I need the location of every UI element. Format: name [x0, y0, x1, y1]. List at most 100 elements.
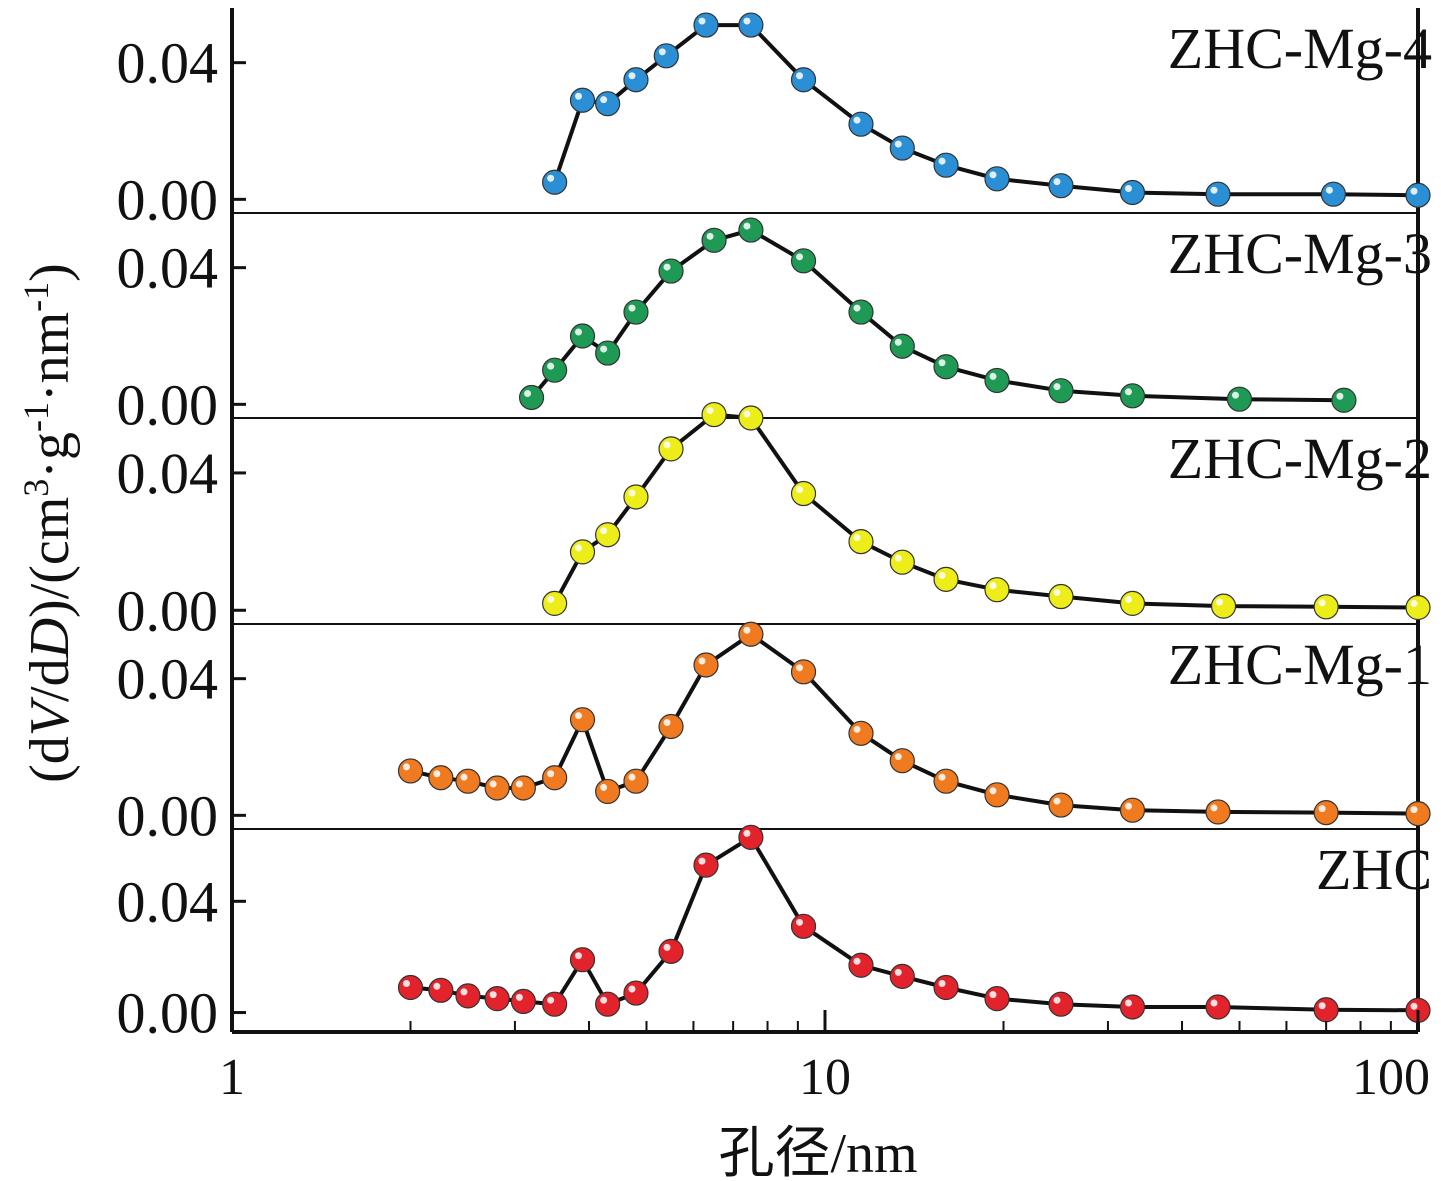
- data-point: [933, 152, 959, 178]
- data-point-highlight: [575, 544, 583, 552]
- data-point: [848, 299, 874, 325]
- data-point-highlight: [989, 787, 997, 795]
- data-point: [623, 299, 649, 325]
- data-point-highlight: [698, 857, 706, 865]
- data-point: [484, 775, 510, 801]
- data-point-highlight: [698, 657, 706, 665]
- data-point: [738, 621, 764, 647]
- data-point-highlight: [489, 780, 497, 788]
- data-point-highlight: [663, 719, 671, 726]
- data-point-highlight: [628, 985, 636, 993]
- x-axis-title: 孔径/nm: [718, 1123, 917, 1181]
- data-point: [658, 258, 684, 284]
- data-point: [542, 765, 568, 791]
- data-point-highlight: [600, 996, 608, 1004]
- data-point-highlight: [796, 918, 804, 926]
- data-point: [658, 938, 684, 964]
- data-point: [1226, 386, 1253, 412]
- data-point: [738, 217, 764, 243]
- data-point-highlight: [1124, 595, 1132, 603]
- data-point-highlight: [547, 595, 555, 603]
- panel-zhc-mg-2: 0.00 0.04 ZHC-Mg-2: [117, 401, 1432, 643]
- data-point: [658, 713, 684, 740]
- data-point: [595, 778, 621, 805]
- data-point: [1405, 801, 1431, 827]
- data-point: [1210, 593, 1237, 619]
- data-point: [1119, 994, 1146, 1020]
- data-point-highlight: [989, 372, 997, 380]
- data-point: [848, 720, 874, 746]
- x-axis: 1 10 100: [219, 1010, 1430, 1106]
- data-point-highlight: [547, 362, 555, 370]
- y-axis-title-part: 3: [16, 479, 56, 497]
- data-point-highlight: [628, 773, 636, 781]
- y-tick-label: 0.00: [117, 783, 219, 848]
- data-point-highlight: [1325, 186, 1333, 194]
- data-point-highlight: [1318, 805, 1326, 813]
- data-point: [790, 248, 817, 274]
- y-tick-label: 0.00: [117, 981, 219, 1046]
- data-point: [738, 405, 764, 431]
- data-point: [455, 768, 481, 794]
- data-point: [542, 991, 568, 1017]
- data-point: [595, 340, 621, 366]
- data-point-highlight: [1210, 186, 1218, 194]
- data-point: [1405, 594, 1431, 621]
- series-label: ZHC: [1316, 837, 1432, 902]
- data-point: [889, 549, 915, 575]
- panel-zhc-mg-4: 0.00 0.04 ZHC-Mg-4: [117, 12, 1432, 232]
- series-line: [410, 835, 1419, 1013]
- data-point: [1313, 594, 1339, 620]
- data-point-highlight: [489, 991, 497, 999]
- x-tick-label: 100: [1352, 1049, 1430, 1106]
- y-tick-label: 0.04: [117, 236, 219, 301]
- data-point: [1119, 383, 1146, 409]
- stacked-panels: 0.000.04 ZHC-Mg-40.000.04 ZHC-Mg-30.000.04…: [117, 12, 1432, 1046]
- data-point-highlight: [989, 582, 997, 590]
- y-axis-title-part: ): [19, 263, 81, 282]
- data-point: [1205, 994, 1231, 1020]
- data-point-highlight: [743, 222, 751, 230]
- data-point: [569, 539, 596, 565]
- data-point: [790, 659, 817, 685]
- data-point: [569, 323, 596, 349]
- data-point-highlight: [575, 328, 583, 336]
- data-point: [1405, 182, 1431, 208]
- data-point-highlight: [894, 968, 902, 976]
- data-point: [623, 980, 649, 1006]
- series-label: ZHC-Mg-3: [1168, 221, 1432, 286]
- data-point-highlight: [628, 489, 636, 497]
- data-point-highlight: [1318, 1002, 1326, 1010]
- data-point: [1048, 378, 1074, 404]
- data-point: [510, 775, 536, 801]
- data-point: [738, 12, 764, 38]
- y-axis-title-part: ·g: [19, 432, 81, 479]
- y-tick-label: 0.04: [117, 869, 219, 934]
- data-point: [455, 983, 481, 1009]
- y-tick-label: 0.00: [117, 578, 219, 643]
- data-point-highlight: [894, 753, 902, 761]
- data-point: [889, 748, 915, 774]
- y-axis-title: (dV/dD)/(cm3·g-1·nm-1): [16, 263, 81, 783]
- series-label: ZHC-Mg-4: [1168, 16, 1432, 81]
- y-axis-title-part: ·nm: [19, 312, 81, 402]
- data-point: [1331, 387, 1357, 413]
- data-point-highlight: [743, 17, 751, 25]
- data-point: [518, 384, 545, 411]
- data-point-highlight: [1053, 589, 1061, 597]
- data-point: [984, 986, 1010, 1012]
- data-point-highlight: [1231, 391, 1239, 399]
- data-point-highlight: [796, 253, 804, 261]
- data-point-highlight: [796, 486, 804, 494]
- data-point-highlight: [1124, 388, 1132, 396]
- data-point: [1048, 173, 1074, 199]
- data-point-highlight: [433, 982, 441, 990]
- data-point-highlight: [403, 763, 411, 771]
- panel-zhc-mg-3: 0.00 0.04 ZHC-Mg-3: [117, 217, 1432, 437]
- data-point-highlight: [894, 140, 902, 148]
- data-point-highlight: [1124, 185, 1132, 192]
- data-point: [484, 986, 510, 1012]
- y-tick-label: 0.00: [117, 372, 219, 437]
- data-point-highlight: [1210, 804, 1218, 812]
- data-point-highlight: [460, 773, 468, 781]
